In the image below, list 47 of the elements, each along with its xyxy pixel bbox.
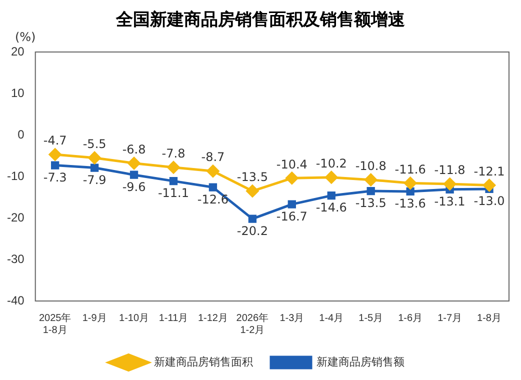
- x-tick-label: 1-7月: [438, 312, 462, 324]
- data-label: -13.6: [394, 196, 426, 211]
- legend-label: 新建商品房销售额: [316, 355, 404, 368]
- y-tick-label: 0: [18, 127, 25, 142]
- data-label: -20.2: [236, 224, 268, 238]
- data-label: -4.7: [43, 134, 67, 148]
- data-label: -14.6: [316, 200, 347, 215]
- data-label: -11.1: [158, 186, 190, 200]
- data-label: -12.1: [474, 164, 505, 178]
- x-tick-label: 2025年 1-8月: [38, 312, 72, 336]
- data-label: -13.5: [355, 196, 386, 210]
- data-label: -13.5: [236, 170, 268, 184]
- x-tick-label: 1-11月: [158, 312, 188, 324]
- legend-label: 新建商品房销售面积: [154, 355, 253, 368]
- x-tick-label: 1-3月: [280, 312, 304, 324]
- data-label: -8.7: [201, 150, 225, 164]
- data-label: -5.5: [82, 136, 106, 151]
- data-label: -10.4: [276, 157, 308, 172]
- x-tick-label: 1-9月: [82, 312, 107, 324]
- y-tick-label: -20: [7, 210, 25, 224]
- x-tick-label: 1-5月: [358, 312, 384, 324]
- data-label: -13.0: [474, 194, 505, 208]
- data-label: -10.2: [316, 156, 347, 170]
- data-label: -7.3: [43, 170, 67, 184]
- x-tick-label: 1-10月: [119, 312, 150, 324]
- x-tick-label: 1-4月: [319, 312, 344, 324]
- y-tick-label: -40: [7, 293, 25, 308]
- data-label: -12.6: [197, 192, 228, 206]
- data-label: -6.8: [122, 142, 146, 156]
- data-label: -13.1: [434, 194, 466, 208]
- y-tick-label: 20: [10, 44, 25, 58]
- x-tick-label: 1-6月: [398, 312, 423, 324]
- data-label: -11.8: [434, 163, 466, 178]
- data-label: -7.9: [82, 172, 106, 187]
- y-tick-label: -10: [7, 168, 25, 183]
- y-tick-label: -30: [7, 252, 25, 266]
- data-label: -10.8: [355, 158, 386, 173]
- data-label: -16.7: [276, 209, 308, 224]
- y-axis-title: (%): [14, 30, 36, 44]
- data-label: -11.6: [394, 162, 426, 176]
- x-tick-label: 1-8月: [477, 312, 502, 324]
- x-tick-label: 1-12月: [198, 312, 228, 324]
- data-label: -7.8: [162, 146, 186, 160]
- data-label: -9.6: [122, 180, 146, 194]
- chart-title: 全国新建商品房销售面积及销售额增速: [114, 9, 406, 30]
- x-tick-label: 2026年 1-2月: [236, 312, 269, 336]
- y-tick-label: 10: [10, 86, 25, 100]
